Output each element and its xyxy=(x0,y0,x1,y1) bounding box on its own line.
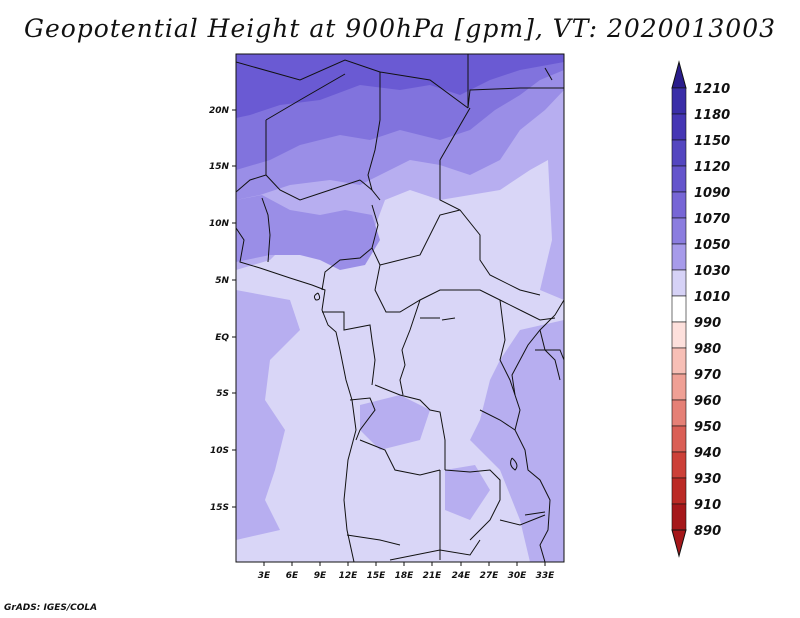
x-tick-label: 33E xyxy=(536,571,556,581)
colorbar-label: 1090 xyxy=(694,186,730,201)
colorbar-segment xyxy=(671,477,687,505)
x-tick-label: 9E xyxy=(314,571,327,581)
x-axis: 3E 6E 9E 12E 15E 18E 21E 24E 27E 30E 33E xyxy=(258,562,555,581)
colorbar-label: 1120 xyxy=(694,160,730,175)
y-tick-label: 10S xyxy=(210,446,229,456)
colorbar-label: 1180 xyxy=(694,108,730,123)
colorbar-label: 1150 xyxy=(694,134,730,149)
colorbar-label: 960 xyxy=(694,394,721,409)
colorbar-segment xyxy=(671,321,687,349)
y-tick-label: 15S xyxy=(210,503,229,513)
colorbar-segment xyxy=(671,347,687,375)
colorbar-segment xyxy=(671,139,687,167)
colorbar-segment xyxy=(671,269,687,297)
y-tick-label: EQ xyxy=(215,333,229,343)
y-tick-label: 5S xyxy=(216,389,229,399)
x-tick-label: 21E xyxy=(423,571,443,581)
colorbar-segment xyxy=(671,113,687,141)
colorbar-label: 890 xyxy=(694,524,721,539)
colorbar-segment xyxy=(671,295,687,323)
y-axis: 20N 15N 10N 5N EQ 5S 10S 15S xyxy=(209,106,236,513)
colorbar-segment xyxy=(671,191,687,219)
colorbar-label: 1010 xyxy=(694,290,730,305)
colorbar-arrow-bottom xyxy=(671,529,687,558)
fill-1030 xyxy=(236,290,300,540)
colorbar-arrow-top xyxy=(671,60,687,89)
y-tick-label: 20N xyxy=(209,106,230,116)
x-tick-label: 3E xyxy=(258,571,271,581)
colorbar-label: 930 xyxy=(694,472,721,487)
colorbar-label: 970 xyxy=(694,368,721,383)
colorbar-label: 1210 xyxy=(694,82,730,97)
colorbar: 1210 1180 1150 1120 1090 1070 1050 1030 1010 990 9… xyxy=(671,60,730,558)
x-tick-label: 30E xyxy=(508,571,528,581)
y-tick-label: 15N xyxy=(209,162,230,172)
map-title: Geopotential Height at 900hPa [gpm], VT:… xyxy=(23,14,777,43)
colorbar-label: 990 xyxy=(694,316,721,331)
fill-1030 xyxy=(445,465,490,520)
colorbar-segment xyxy=(671,451,687,479)
x-tick-label: 6E xyxy=(286,571,299,581)
colorbar-segment xyxy=(671,217,687,245)
x-tick-label: 18E xyxy=(395,571,415,581)
x-tick-label: 27E xyxy=(480,571,500,581)
colorbar-segment xyxy=(671,503,687,531)
colorbar-label: 980 xyxy=(694,342,721,357)
map-frame xyxy=(235,53,565,563)
colorbar-segment xyxy=(671,165,687,193)
colorbar-label: 1070 xyxy=(694,212,730,227)
colorbar-label: 950 xyxy=(694,420,721,435)
colorbar-label: 910 xyxy=(694,498,721,513)
fill-1090 xyxy=(236,54,564,118)
x-tick-label: 15E xyxy=(367,571,387,581)
grads-credit: GrADS: IGES/COLA xyxy=(4,603,98,613)
country-borders xyxy=(236,54,564,562)
y-tick-label: 5N xyxy=(215,276,229,286)
x-tick-label: 12E xyxy=(339,571,359,581)
colorbar-segment xyxy=(671,425,687,453)
contour-fills xyxy=(236,54,564,562)
colorbar-label: 940 xyxy=(694,446,721,461)
colorbar-label: 1030 xyxy=(694,264,730,279)
colorbar-segment xyxy=(671,373,687,401)
colorbar-segment xyxy=(671,399,687,427)
y-tick-label: 10N xyxy=(209,219,230,229)
fill-1030 xyxy=(360,395,430,450)
fill-1050 xyxy=(236,195,380,270)
x-tick-label: 24E xyxy=(452,571,472,581)
colorbar-segment xyxy=(671,87,687,115)
colorbar-label: 1050 xyxy=(694,238,730,253)
colorbar-segment xyxy=(671,243,687,271)
fill-1030 xyxy=(470,320,564,562)
